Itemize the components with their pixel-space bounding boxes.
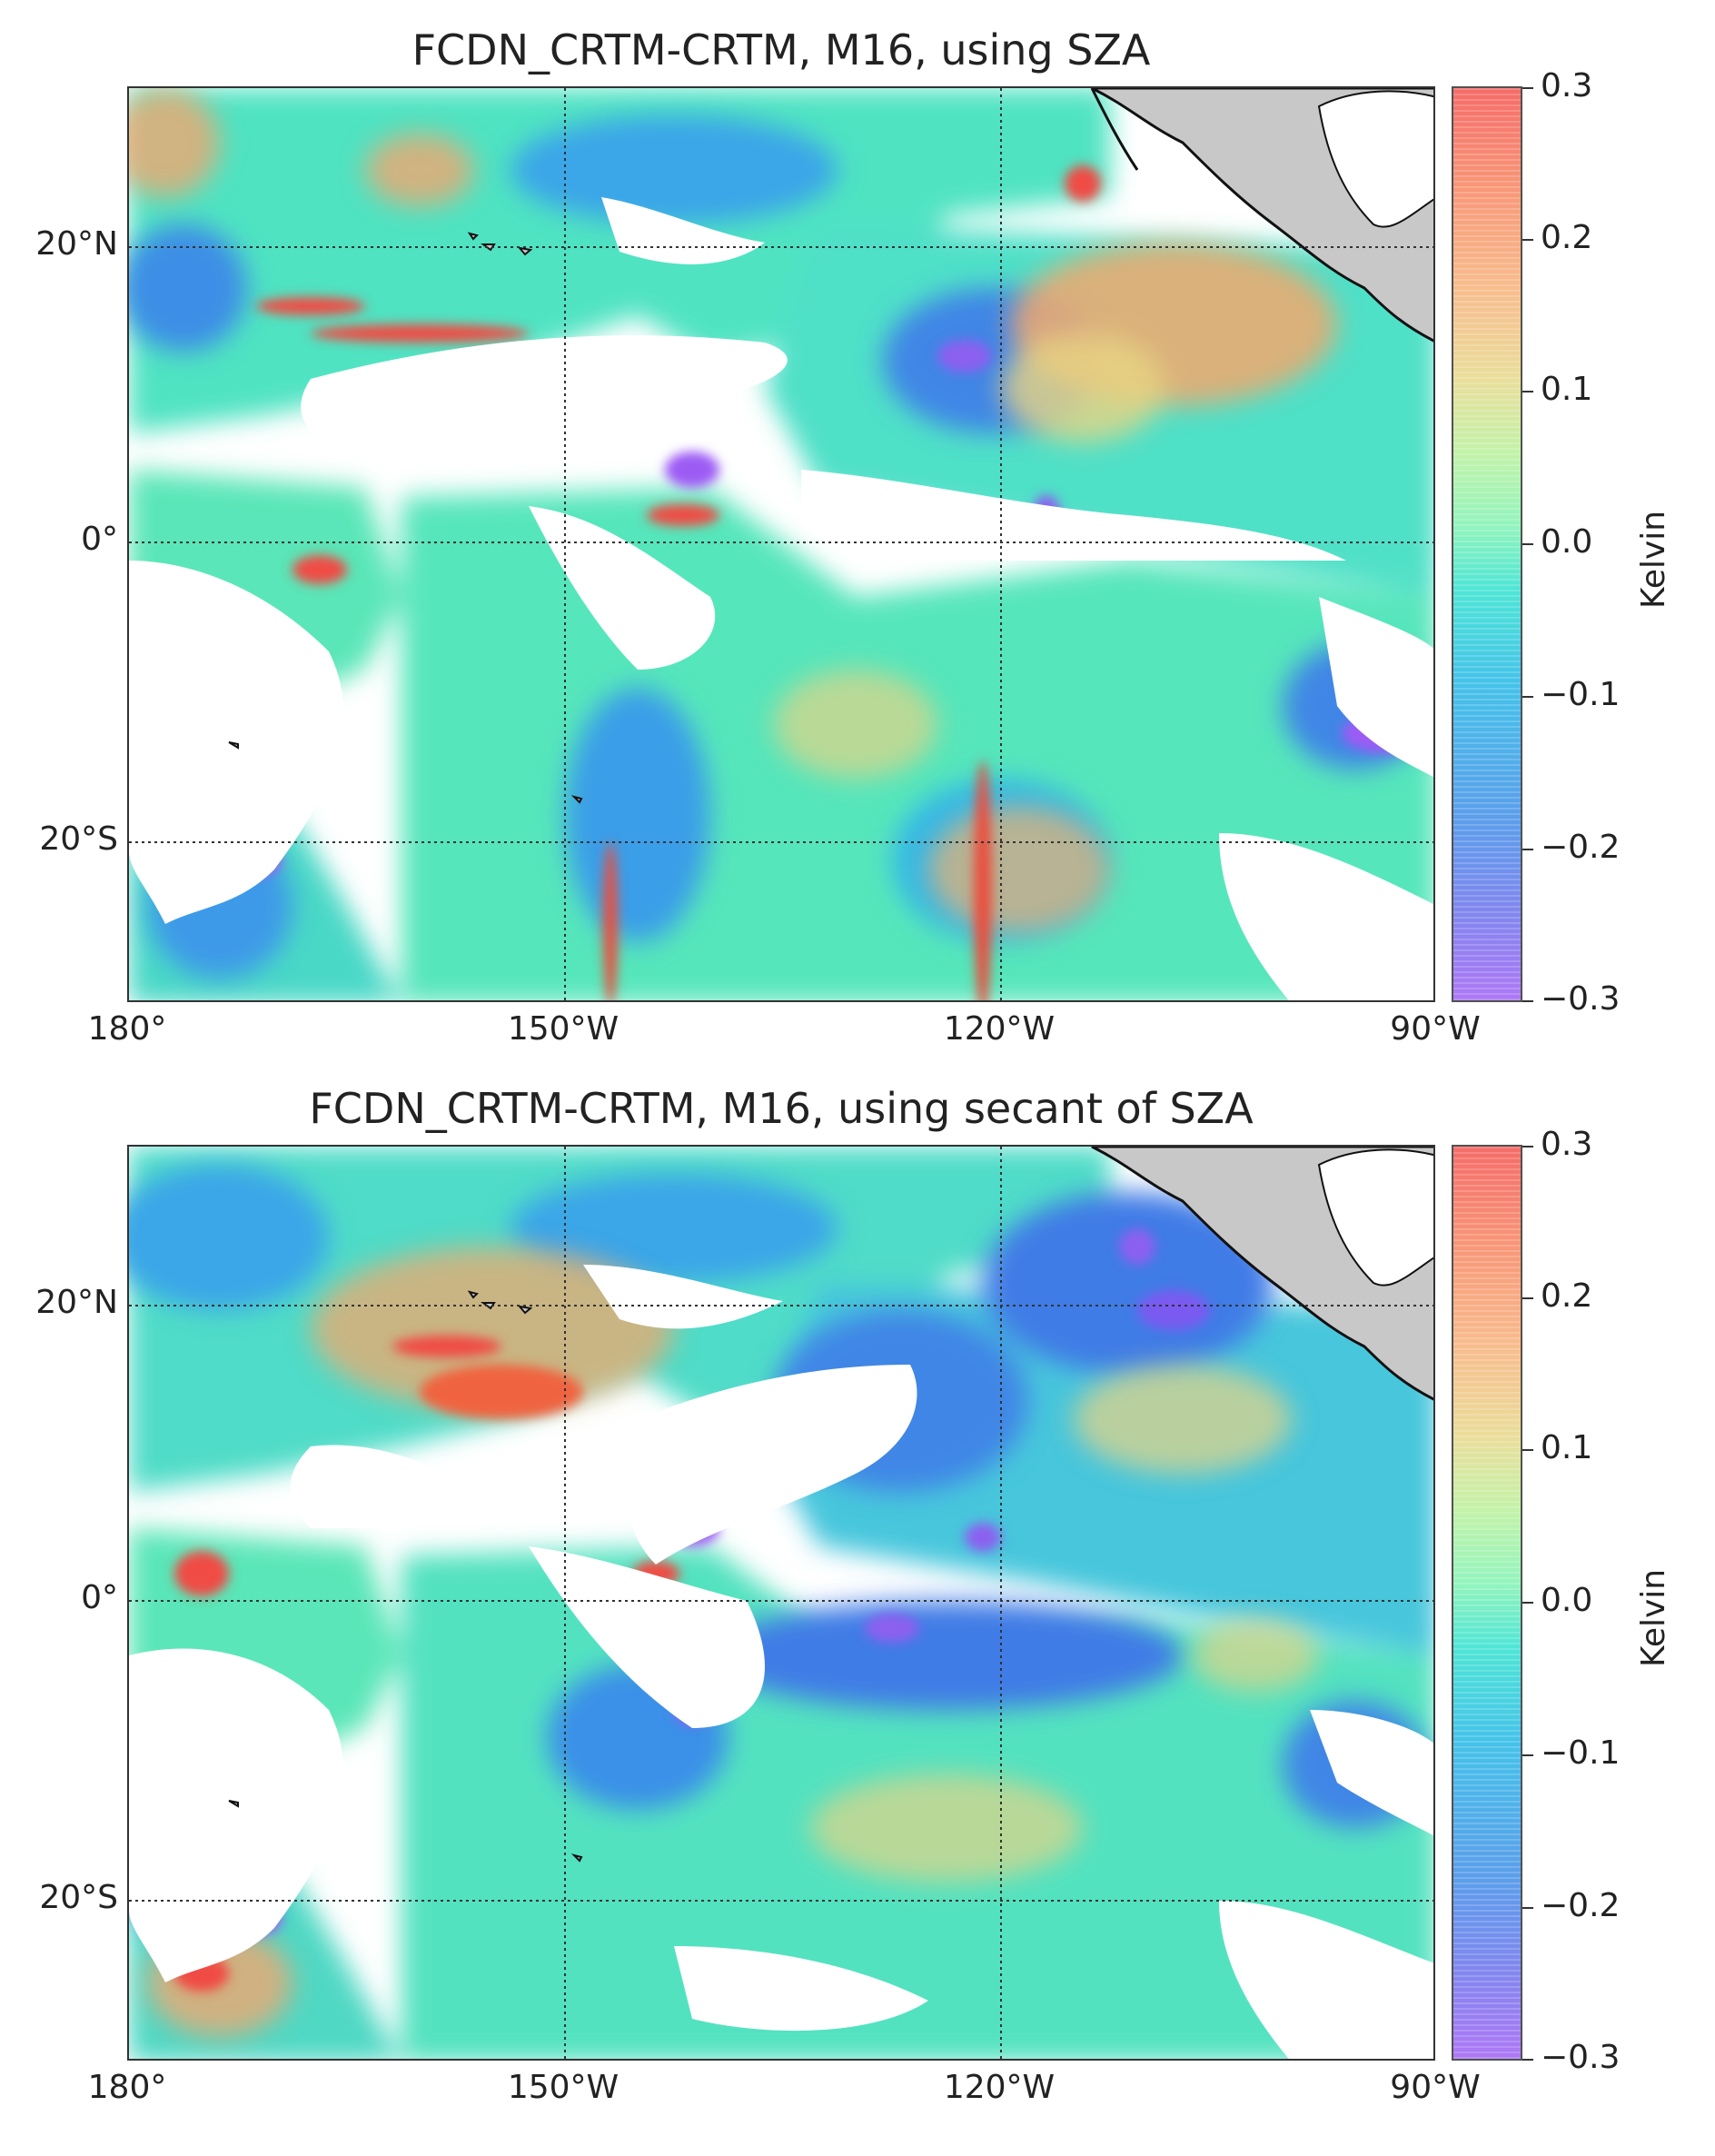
colorbar-label: 0.1 bbox=[1541, 371, 1593, 408]
colorbar-tick bbox=[1522, 1754, 1533, 1756]
colorbar-label: 0.0 bbox=[1541, 1582, 1593, 1619]
colorbar-label: 0.0 bbox=[1541, 523, 1593, 561]
colorbar-label: −0.1 bbox=[1541, 1734, 1621, 1772]
lat-label-0: 0° bbox=[81, 521, 118, 558]
colorbar-label: 0.2 bbox=[1541, 219, 1593, 256]
lat-label-20n: 20°N bbox=[35, 225, 118, 263]
difference-field-map bbox=[129, 88, 1433, 1000]
graticule bbox=[129, 1147, 1433, 2059]
colorbar-label: 0.3 bbox=[1541, 1126, 1593, 1163]
colorbar-tick bbox=[1522, 1146, 1533, 1148]
graticule bbox=[129, 88, 1433, 1000]
colorbar-tick bbox=[1522, 1297, 1533, 1299]
colorbar-tick bbox=[1522, 391, 1533, 392]
land-mass bbox=[1091, 1147, 1433, 1401]
panel-title: FCDN_CRTM-CRTM, M16, using secant of SZA bbox=[309, 1084, 1254, 1133]
colorbar-label: −0.3 bbox=[1541, 980, 1621, 1018]
colorbar-tick bbox=[1522, 543, 1533, 545]
field-positive bbox=[129, 88, 1337, 933]
colorbar bbox=[1452, 1145, 1522, 2061]
colorbar-tick bbox=[1522, 849, 1533, 850]
colorbar-tick bbox=[1522, 696, 1533, 698]
colorbar-tick bbox=[1522, 87, 1533, 89]
colorbar-label: −0.2 bbox=[1541, 1887, 1621, 1924]
map-panel-sza: FCDN_CRTM-CRTM, M16, using SZA bbox=[35, 25, 1672, 1048]
colorbar-unit: Kelvin bbox=[1635, 510, 1672, 609]
colorbar-unit: Kelvin bbox=[1635, 1568, 1672, 1667]
map-panel-secant-sza: FCDN_CRTM-CRTM, M16, using secant of SZA bbox=[0, 1058, 1715, 2136]
colorbar-label: −0.1 bbox=[1541, 676, 1621, 713]
lat-label-20n: 20°N bbox=[35, 1284, 118, 1321]
lat-label-20s: 20°S bbox=[39, 1879, 118, 1916]
lon-label-120w: 120°W bbox=[943, 2069, 1056, 2106]
lat-label-0: 0° bbox=[81, 1579, 118, 1616]
field-strong-positive bbox=[256, 165, 1433, 1000]
colorbar-tick bbox=[1522, 1449, 1533, 1451]
colorbar-label: −0.2 bbox=[1541, 829, 1621, 866]
colorbar-tick bbox=[1522, 1000, 1533, 1002]
panel-title: FCDN_CRTM-CRTM, M16, using SZA bbox=[411, 25, 1151, 75]
colorbar-tick bbox=[1522, 1907, 1533, 1909]
colorbar bbox=[1452, 86, 1522, 1002]
lon-label-90w: 90°W bbox=[1390, 1010, 1481, 1048]
lat-label-20s: 20°S bbox=[39, 820, 118, 858]
lon-label-180: 180° bbox=[87, 1010, 167, 1048]
field-positive bbox=[147, 1247, 1319, 2037]
lon-label-150w: 150°W bbox=[507, 1010, 620, 1048]
map-area bbox=[127, 1145, 1435, 2061]
map-area bbox=[127, 86, 1435, 1002]
lon-label-120w: 120°W bbox=[943, 1010, 1056, 1048]
colorbar-label: −0.3 bbox=[1541, 2039, 1621, 2076]
colorbar-label: 0.1 bbox=[1541, 1429, 1593, 1466]
colorbar-label: 0.2 bbox=[1541, 1277, 1593, 1315]
colorbar-tick bbox=[1522, 1602, 1533, 1604]
land-mass bbox=[1090, 88, 1433, 343]
difference-field-map bbox=[129, 1147, 1433, 2059]
colorbar-tick bbox=[1522, 2059, 1533, 2061]
lon-label-180: 180° bbox=[87, 2069, 167, 2106]
colorbar-label: 0.3 bbox=[1541, 67, 1593, 104]
lon-label-90w: 90°W bbox=[1390, 2069, 1481, 2106]
lon-label-150w: 150°W bbox=[507, 2069, 620, 2106]
colorbar-tick bbox=[1522, 239, 1533, 241]
